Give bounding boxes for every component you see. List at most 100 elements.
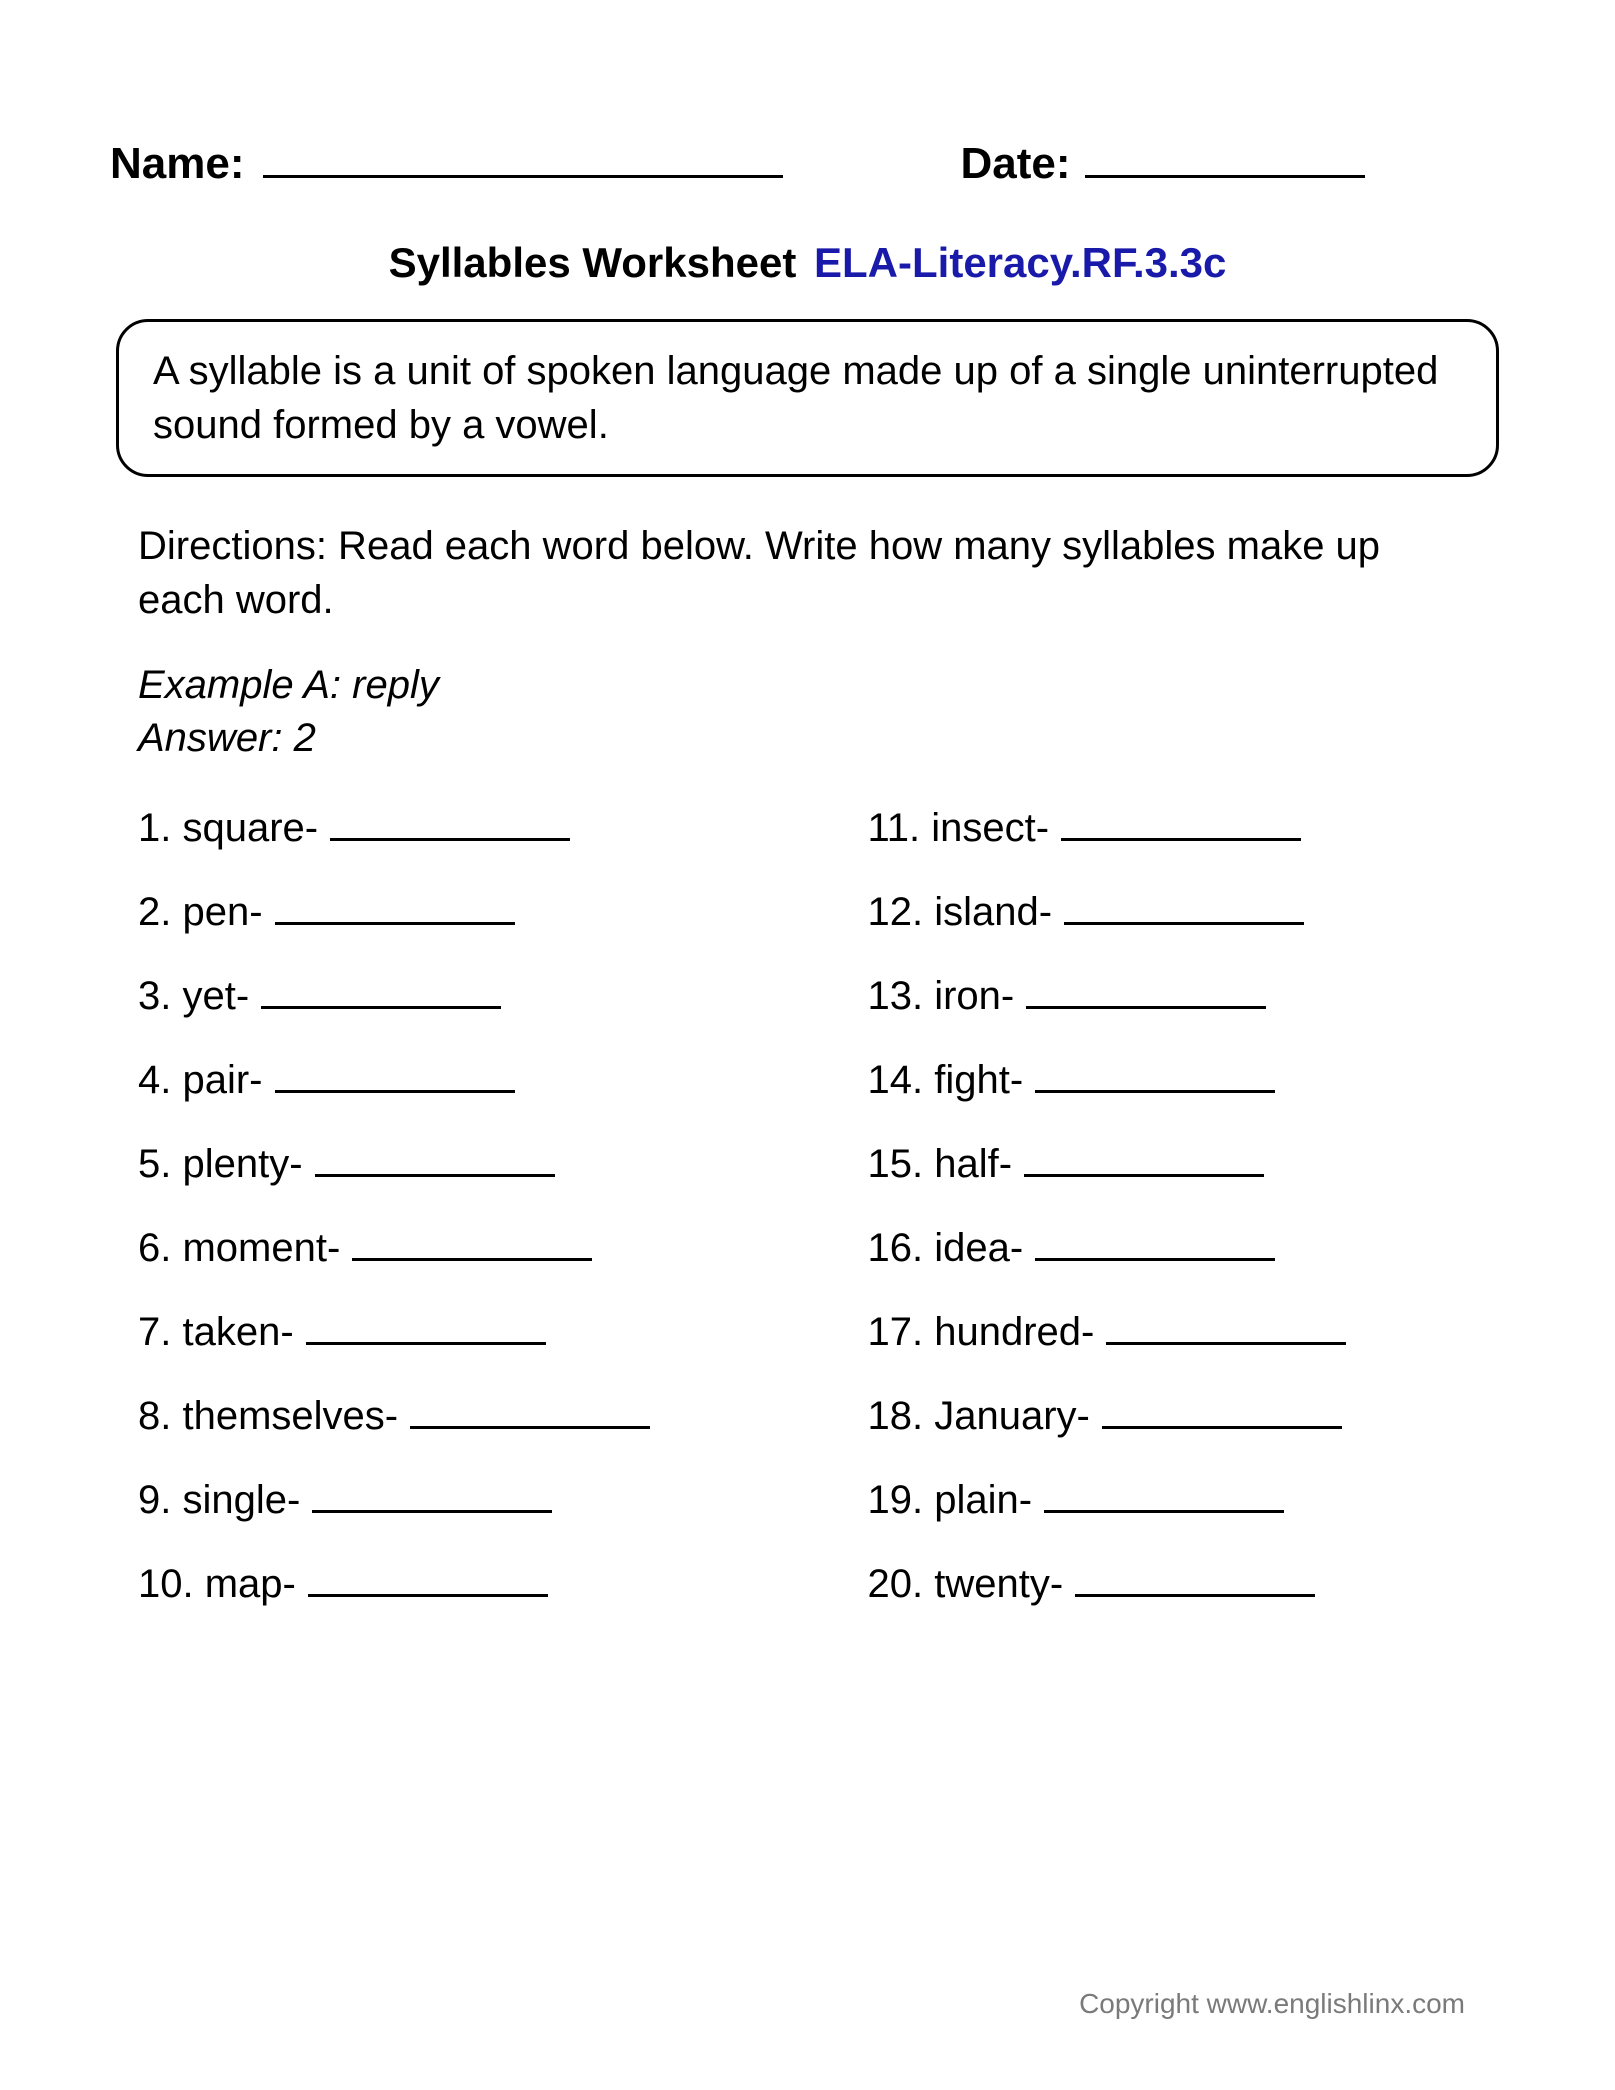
item-number: 20.	[868, 1562, 935, 1607]
worksheet-item: 6. moment-	[138, 1221, 768, 1271]
item-word: island-	[934, 890, 1052, 935]
item-number: 1.	[138, 806, 182, 851]
worksheet-item: 16. idea-	[848, 1221, 1478, 1271]
worksheet-title: Syllables Worksheet ELA-Literacy.RF.3.3c	[110, 239, 1505, 287]
example-word: reply	[352, 663, 439, 707]
item-answer-line[interactable]	[1106, 1305, 1346, 1345]
worksheet-item: 5. plenty-	[138, 1137, 768, 1187]
worksheet-item: 15. half-	[848, 1137, 1478, 1187]
item-answer-line[interactable]	[1064, 885, 1304, 925]
worksheet-item: 4. pair-	[138, 1053, 768, 1103]
item-answer-line[interactable]	[1026, 969, 1266, 1009]
item-answer-line[interactable]	[1075, 1557, 1315, 1597]
item-word: square-	[182, 806, 318, 851]
item-answer-line[interactable]	[1024, 1137, 1264, 1177]
items-columns: 1. square-2. pen-3. yet-4. pair-5. plent…	[138, 801, 1477, 1641]
item-number: 16.	[868, 1226, 935, 1271]
item-answer-line[interactable]	[1044, 1473, 1284, 1513]
copyright-text: Copyright www.englishlinx.com	[1079, 1988, 1465, 2020]
item-answer-line[interactable]	[1061, 801, 1301, 841]
item-word: yet-	[182, 974, 249, 1019]
worksheet-item: 1. square-	[138, 801, 768, 851]
worksheet-item: 19. plain-	[848, 1473, 1478, 1523]
worksheet-item: 10. map-	[138, 1557, 768, 1607]
item-number: 11.	[868, 806, 932, 851]
date-input-line[interactable]	[1085, 130, 1365, 178]
worksheet-item: 8. themselves-	[138, 1389, 768, 1439]
item-answer-line[interactable]	[308, 1557, 548, 1597]
item-number: 13.	[868, 974, 935, 1019]
worksheet-item: 12. island-	[848, 885, 1478, 935]
item-number: 2.	[138, 890, 182, 935]
name-label: Name:	[110, 139, 245, 189]
item-word: pen-	[182, 890, 262, 935]
item-word: idea-	[934, 1226, 1023, 1271]
title-main: Syllables Worksheet	[389, 239, 797, 286]
item-number: 6.	[138, 1226, 182, 1271]
definition-box: A syllable is a unit of spoken language …	[116, 319, 1499, 477]
item-answer-line[interactable]	[275, 1053, 515, 1093]
directions-text: Directions: Read each word below. Write …	[138, 519, 1477, 627]
worksheet-item: 2. pen-	[138, 885, 768, 935]
item-word: moment-	[182, 1226, 340, 1271]
item-number: 14.	[868, 1058, 935, 1103]
example-row: Example A: reply	[138, 663, 1477, 708]
item-number: 5.	[138, 1142, 182, 1187]
item-number: 7.	[138, 1310, 182, 1355]
item-word: themselves-	[182, 1394, 398, 1439]
item-answer-line[interactable]	[312, 1473, 552, 1513]
worksheet-item: 14. fight-	[848, 1053, 1478, 1103]
item-answer-line[interactable]	[275, 885, 515, 925]
worksheet-item: 7. taken-	[138, 1305, 768, 1355]
worksheet-item: 13. iron-	[848, 969, 1478, 1019]
item-word: January-	[934, 1394, 1090, 1439]
item-number: 17.	[868, 1310, 935, 1355]
item-answer-line[interactable]	[306, 1305, 546, 1345]
item-answer-line[interactable]	[330, 801, 570, 841]
worksheet-item: 11. insect-	[848, 801, 1478, 851]
item-word: taken-	[182, 1310, 293, 1355]
example-answer-label: Answer:	[138, 716, 283, 760]
item-answer-line[interactable]	[410, 1389, 650, 1429]
item-word: single-	[182, 1478, 300, 1523]
item-number: 3.	[138, 974, 182, 1019]
item-answer-line[interactable]	[261, 969, 501, 1009]
item-number: 4.	[138, 1058, 182, 1103]
worksheet-item: 3. yet-	[138, 969, 768, 1019]
item-answer-line[interactable]	[315, 1137, 555, 1177]
item-word: twenty-	[934, 1562, 1063, 1607]
example-label: Example A:	[138, 663, 341, 707]
item-word: half-	[934, 1142, 1012, 1187]
item-word: pair-	[182, 1058, 262, 1103]
item-answer-line[interactable]	[1035, 1053, 1275, 1093]
worksheet-item: 20. twenty-	[848, 1557, 1478, 1607]
items-col-2: 11. insect- 12. island- 13. iron- 14. fight…	[848, 801, 1478, 1641]
items-col-1: 1. square-2. pen-3. yet-4. pair-5. plent…	[138, 801, 768, 1641]
title-standard: ELA-Literacy.RF.3.3c	[814, 239, 1226, 286]
item-answer-line[interactable]	[352, 1221, 592, 1261]
worksheet-item: 9. single-	[138, 1473, 768, 1523]
item-number: 12.	[868, 890, 935, 935]
item-number: 19.	[868, 1478, 935, 1523]
item-answer-line[interactable]	[1102, 1389, 1342, 1429]
name-input-line[interactable]	[263, 130, 783, 178]
item-word: plain-	[934, 1478, 1032, 1523]
item-word: hundred-	[934, 1310, 1094, 1355]
item-word: plenty-	[182, 1142, 302, 1187]
example-answer-row: Answer: 2	[138, 716, 1477, 761]
worksheet-page: Name: Date: Syllables Worksheet ELA-Lite…	[0, 0, 1615, 2090]
item-number: 10.	[138, 1562, 205, 1607]
worksheet-item: 18. January-	[848, 1389, 1478, 1439]
item-answer-line[interactable]	[1035, 1221, 1275, 1261]
worksheet-item: 17. hundred-	[848, 1305, 1478, 1355]
item-number: 9.	[138, 1478, 182, 1523]
item-number: 8.	[138, 1394, 182, 1439]
example-answer-value: 2	[294, 716, 316, 760]
header-row: Name: Date:	[110, 130, 1505, 189]
item-word: fight-	[934, 1058, 1023, 1103]
definition-text: A syllable is a unit of spoken language …	[153, 349, 1438, 447]
item-word: iron-	[934, 974, 1014, 1019]
item-number: 15.	[868, 1142, 935, 1187]
date-group: Date:	[961, 130, 1365, 189]
date-label: Date:	[961, 139, 1071, 189]
